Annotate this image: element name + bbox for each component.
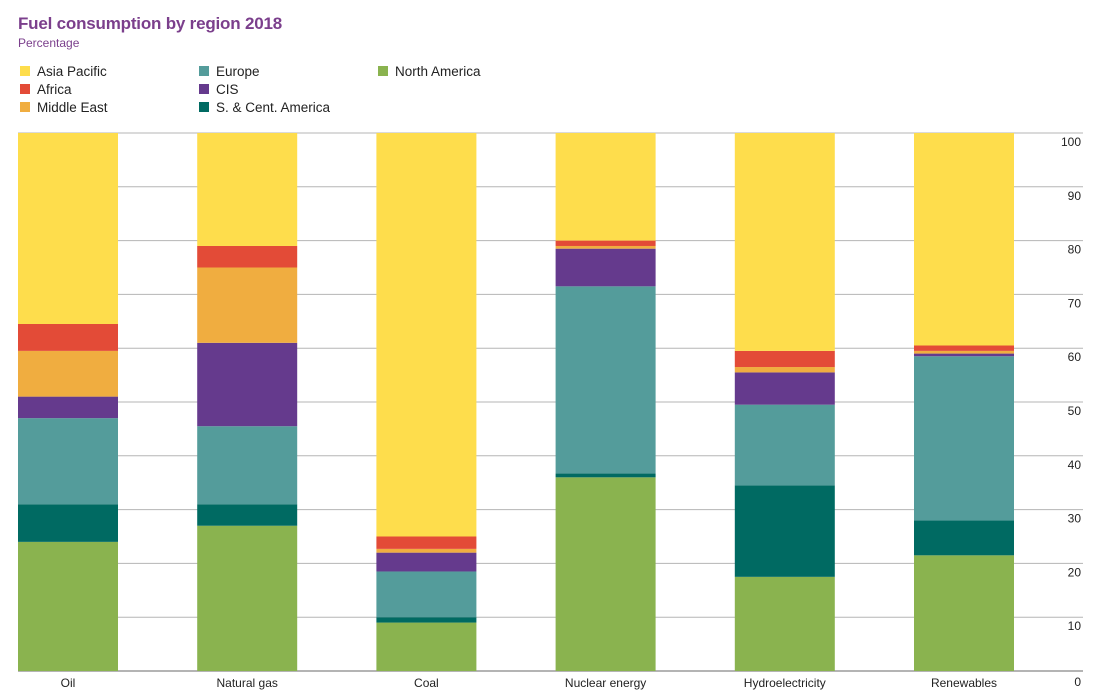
bar-segment-natural-gas-middle-east xyxy=(197,267,298,343)
x-tick-label-natural-gas: Natural gas xyxy=(217,676,278,690)
bar-segment-coal-europe xyxy=(376,571,477,618)
y-tick-label: 20 xyxy=(1068,565,1082,579)
bar-segment-renewables-europe xyxy=(914,356,1014,521)
bar-segment-coal-middle-east xyxy=(376,548,477,553)
bar-segment-hydroelectricity-s-cent-america xyxy=(734,485,835,577)
bar-segment-oil-africa xyxy=(18,323,118,351)
bar-segment-oil-s-cent-america xyxy=(18,504,118,542)
bar-segment-natural-gas-cis xyxy=(197,342,298,427)
y-tick-label: 40 xyxy=(1068,458,1082,472)
bar-segment-hydroelectricity-cis xyxy=(734,372,835,405)
legend-label: Asia Pacific xyxy=(37,63,107,79)
legend-label: S. & Cent. America xyxy=(216,99,331,115)
bar-segment-nuclear-energy-africa xyxy=(555,240,656,246)
bar-segment-hydroelectricity-middle-east xyxy=(734,367,835,373)
bar-segment-coal-asia-pacific xyxy=(376,133,477,537)
x-tick-label-renewables: Renewables xyxy=(931,676,997,690)
bar-segment-nuclear-energy-cis xyxy=(555,248,656,287)
y-tick-label: 70 xyxy=(1068,296,1082,310)
bar-segment-nuclear-energy-europe xyxy=(555,286,656,474)
legend-item-s-cent-america: S. & Cent. America xyxy=(199,99,330,115)
legend-item-cis: CIS xyxy=(199,81,239,97)
legend-swatch xyxy=(199,66,209,76)
bar-segment-hydroelectricity-asia-pacific xyxy=(734,133,835,351)
bar-segment-natural-gas-africa xyxy=(197,245,298,268)
x-tick-label-oil: Oil xyxy=(61,676,76,690)
legend-label: CIS xyxy=(216,81,239,97)
legend-item-north-america: North America xyxy=(378,63,481,79)
bar-segment-oil-asia-pacific xyxy=(18,133,118,324)
bar-segment-coal-africa xyxy=(376,536,477,549)
bar-segment-oil-cis xyxy=(18,396,118,419)
bar-segment-nuclear-energy-north-america xyxy=(555,477,656,671)
bar-segment-oil-europe xyxy=(18,418,118,505)
bar-segment-nuclear-energy-s-cent-america xyxy=(555,473,656,478)
bar-segment-hydroelectricity-europe xyxy=(734,404,835,486)
x-tick-label-nuclear-energy: Nuclear energy xyxy=(565,676,646,690)
legend-swatch xyxy=(199,84,209,94)
bar-segment-renewables-asia-pacific xyxy=(914,133,1014,346)
bar-segment-natural-gas-europe xyxy=(197,426,298,505)
legend-item-asia-pacific: Asia Pacific xyxy=(20,63,107,79)
x-tick-label-hydroelectricity: Hydroelectricity xyxy=(744,676,826,690)
x-tick-label-coal: Coal xyxy=(414,676,439,690)
bar-segment-coal-cis xyxy=(376,552,477,572)
bar-segment-renewables-africa xyxy=(914,345,1014,351)
y-tick-label: 10 xyxy=(1068,619,1082,633)
y-tick-label: 60 xyxy=(1068,350,1082,364)
bar-segment-coal-north-america xyxy=(376,622,477,671)
bar-segment-nuclear-energy-middle-east xyxy=(555,245,656,249)
legend-swatch xyxy=(20,84,30,94)
legend-label: Europe xyxy=(216,63,260,79)
bar-segment-renewables-middle-east xyxy=(914,350,1014,354)
y-tick-label: 50 xyxy=(1068,404,1082,418)
legend-swatch xyxy=(199,102,209,112)
legend-swatch xyxy=(20,66,30,76)
bar-segment-hydroelectricity-africa xyxy=(734,350,835,368)
bar-segment-natural-gas-asia-pacific xyxy=(197,133,298,246)
bar-segment-hydroelectricity-north-america xyxy=(734,576,835,671)
legend-swatch xyxy=(378,66,388,76)
y-tick-label: 80 xyxy=(1068,243,1082,257)
bar-segment-natural-gas-s-cent-america xyxy=(197,504,298,526)
chart-title: Fuel consumption by region 2018 xyxy=(18,14,282,33)
legend-label: North America xyxy=(395,63,481,79)
bar-segment-renewables-north-america xyxy=(914,555,1014,671)
chart-subtitle: Percentage xyxy=(18,36,80,50)
legend-item-europe: Europe xyxy=(199,63,260,79)
legend-label: Africa xyxy=(37,81,72,97)
y-tick-label: 90 xyxy=(1068,189,1082,203)
bar-segment-oil-north-america xyxy=(18,541,118,671)
y-tick-label: 100 xyxy=(1061,135,1081,149)
bar-segment-oil-middle-east xyxy=(18,350,118,397)
legend-item-middle-east: Middle East xyxy=(20,99,108,115)
bar-segment-renewables-cis xyxy=(914,353,1014,357)
legend-item-africa: Africa xyxy=(20,81,72,97)
legend-swatch xyxy=(20,102,30,112)
legend-label: Middle East xyxy=(37,99,108,115)
bar-segment-coal-s-cent-america xyxy=(376,617,477,623)
y-tick-label: 0 xyxy=(1074,675,1081,689)
y-tick-label: 30 xyxy=(1068,512,1082,526)
bar-segment-nuclear-energy-asia-pacific xyxy=(555,133,656,241)
bar-segment-natural-gas-north-america xyxy=(197,525,298,671)
bar-segment-renewables-s-cent-america xyxy=(914,520,1014,556)
